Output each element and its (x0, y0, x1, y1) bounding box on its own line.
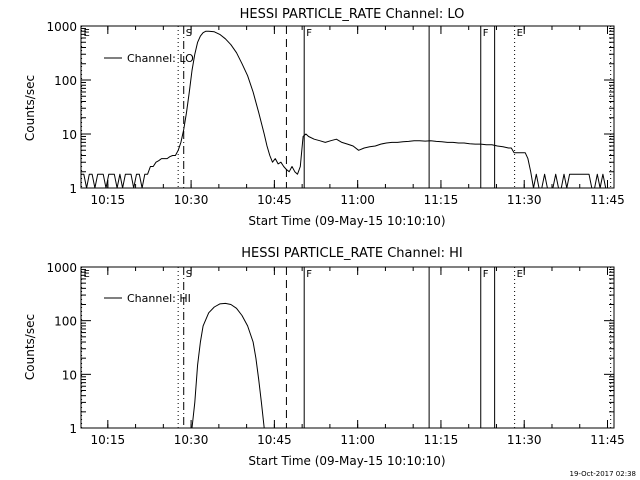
chart-title-hi: HESSI PARTICLE_RATE Channel: HI (241, 246, 462, 261)
marker-label-hi: E (517, 269, 523, 280)
x-tick-label-lo: 11:00 (340, 193, 375, 207)
x-tick-label-hi: 11:15 (424, 433, 459, 447)
y-tick-label-hi: 100 (54, 315, 77, 329)
x-tick-label-hi: 11:30 (507, 433, 542, 447)
marker-label-hi: E (84, 269, 90, 280)
x-tick-label-lo: 10:15 (91, 193, 126, 207)
y-tick-label-lo: 100 (54, 74, 77, 88)
marker-label-lo: E (517, 28, 523, 39)
x-tick-label-hi: 11:00 (340, 433, 375, 447)
x-tick-label-hi: 10:15 (91, 433, 126, 447)
y-tick-label-lo: 1 (69, 182, 77, 196)
y-tick-label-hi: 1000 (46, 261, 77, 275)
x-tick-label-hi: 10:45 (257, 433, 292, 447)
plot-frame-hi (80, 266, 615, 429)
legend-label-lo: Channel: LO (127, 52, 194, 65)
marker-label-lo: S (186, 28, 192, 39)
legend-lo: Channel: LO (104, 52, 194, 65)
panel-lo: HESSI PARTICLE_RATE Channel: LO Counts/s… (23, 7, 625, 228)
marker-label-lo: F (483, 28, 489, 39)
marker-label-hi: F (483, 269, 489, 280)
chart-title-lo: HESSI PARTICLE_RATE Channel: LO (240, 7, 465, 22)
y-tick-label-lo: 10 (62, 128, 77, 142)
plot-frame-lo (80, 25, 615, 189)
marker-label-hi: F (306, 269, 312, 280)
y-tick-label-lo: 1000 (46, 20, 77, 34)
marker-label-hi: S (186, 269, 192, 280)
series-line-hi (191, 302, 265, 429)
legend-label-hi: Channel: HI (127, 292, 191, 305)
y-axis-label-lo: Counts/sec (23, 75, 37, 141)
x-tick-label-lo: 11:45 (590, 193, 625, 207)
footer-timestamp: 19-Oct-2017 02:38 (570, 470, 636, 478)
x-tick-label-hi: 11:45 (590, 433, 625, 447)
x-tick-label-lo: 10:45 (257, 193, 292, 207)
x-axis-label-hi: Start Time (09-May-15 10:10:10) (248, 454, 445, 468)
x-tick-label-lo: 11:15 (424, 193, 459, 207)
x-tick-label-hi: 10:30 (174, 433, 209, 447)
y-axis-label-hi: Counts/sec (23, 314, 37, 380)
y-tick-label-hi: 10 (62, 368, 77, 382)
x-tick-label-lo: 10:30 (174, 193, 209, 207)
x-tick-label-lo: 11:30 (507, 193, 542, 207)
marker-label-lo: E (84, 28, 90, 39)
panel-hi: HESSI PARTICLE_RATE Channel: HI Counts/s… (23, 246, 625, 468)
legend-hi: Channel: HI (104, 292, 191, 305)
series-line-lo (81, 30, 614, 189)
marker-label-lo: F (306, 28, 312, 39)
x-axis-label-lo: Start Time (09-May-15 10:10:10) (248, 214, 445, 228)
y-tick-label-hi: 1 (69, 422, 77, 436)
